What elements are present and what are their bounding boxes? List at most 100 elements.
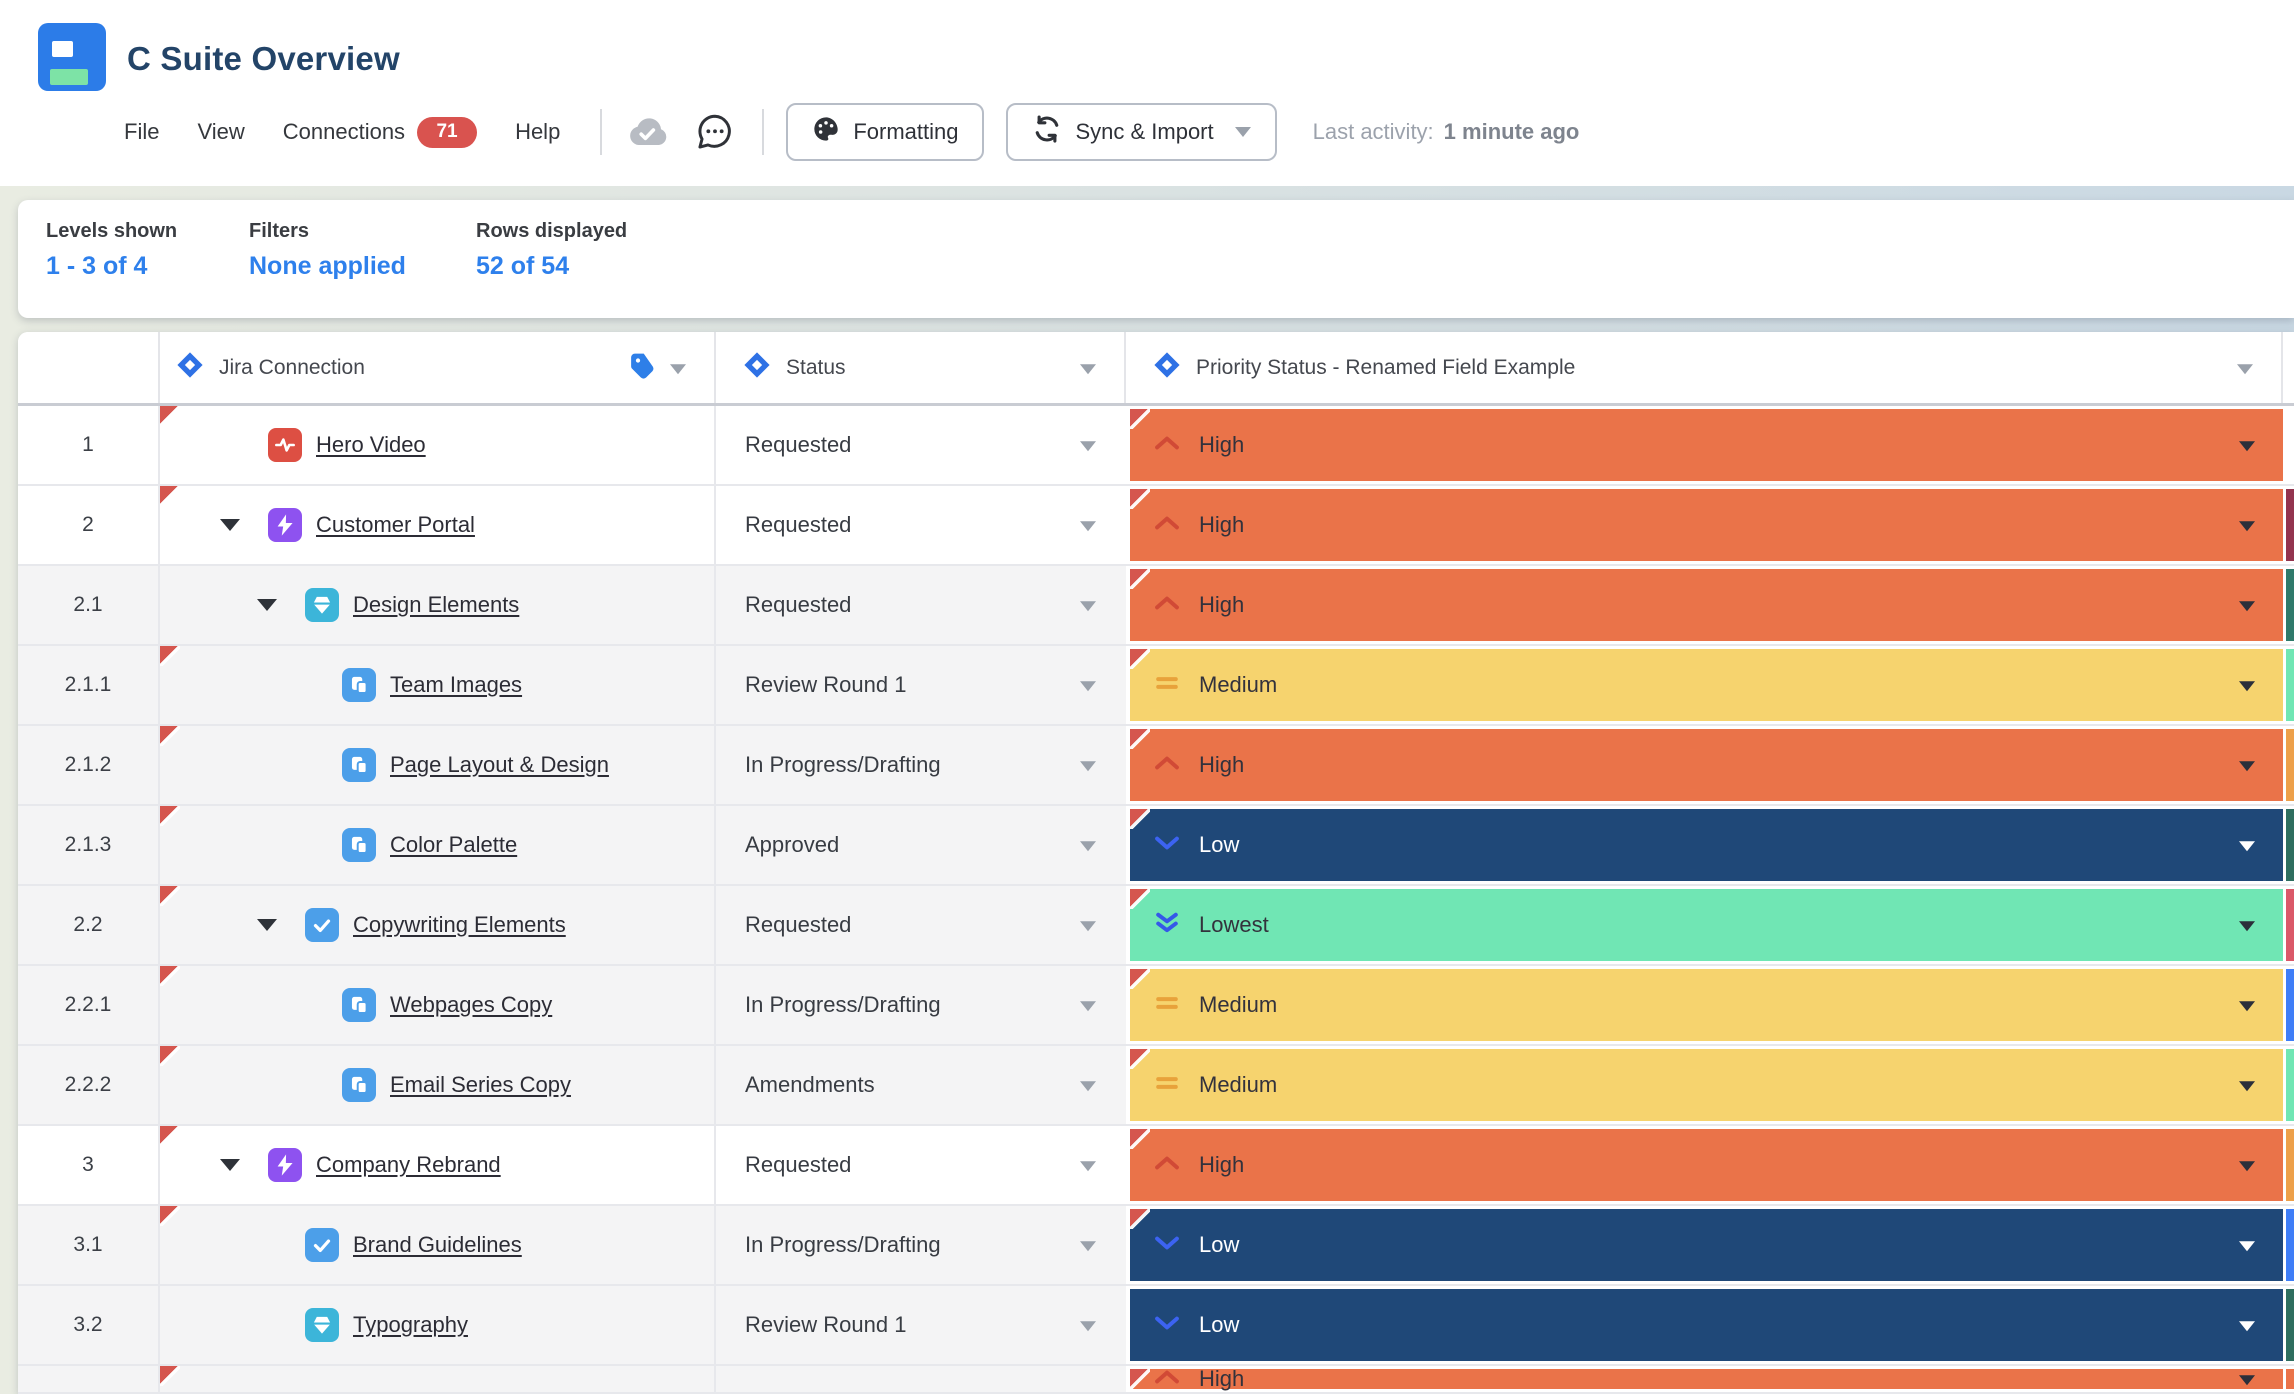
task-name-cell[interactable] <box>160 1366 716 1394</box>
menu-connections[interactable]: Connections 71 <box>283 117 477 148</box>
formatting-button[interactable]: Formatting <box>786 103 984 161</box>
chat-icon[interactable] <box>694 111 736 153</box>
row-number-cell[interactable]: 3.2 <box>18 1286 160 1366</box>
status-cell[interactable]: Requested <box>716 1126 1126 1206</box>
task-name-cell[interactable]: Color Palette <box>160 806 716 886</box>
status-cell[interactable]: Review Round 1 <box>716 646 1126 726</box>
task-name-cell[interactable]: Webpages Copy <box>160 966 716 1046</box>
expand-caret-icon[interactable] <box>257 599 277 611</box>
column-header-jira-connection[interactable]: Jira Connection <box>160 332 716 403</box>
row-number-cell[interactable]: 2.1.2 <box>18 726 160 806</box>
task-link[interactable]: Company Rebrand <box>316 1152 501 1178</box>
next-column-edge-cell <box>2283 486 2294 566</box>
priority-cell[interactable]: Lowest <box>1126 886 2283 966</box>
priority-cell[interactable]: High <box>1126 566 2283 646</box>
column-header-status[interactable]: Status <box>716 332 1126 403</box>
task-link[interactable]: Webpages Copy <box>390 992 552 1018</box>
row-number-cell[interactable]: 2.2 <box>18 886 160 966</box>
chevron-up-icon <box>1151 512 1183 539</box>
status-cell[interactable]: In Progress/Drafting <box>716 726 1126 806</box>
sync-import-button[interactable]: Sync & Import <box>1006 103 1276 161</box>
task-link[interactable]: Brand Guidelines <box>353 1232 522 1258</box>
next-column-edge-cell <box>2283 806 2294 886</box>
rows-displayed-value[interactable]: 52 of 54 <box>476 252 569 281</box>
filters-value[interactable]: None applied <box>249 252 406 281</box>
column-menu-caret-icon[interactable] <box>2237 364 2253 374</box>
column-header-priority[interactable]: Priority Status - Renamed Field Example <box>1126 332 2283 403</box>
priority-cell[interactable]: Low <box>1126 1286 2283 1366</box>
task-link[interactable]: Customer Portal <box>316 512 475 538</box>
row-number-cell[interactable]: 3.1 <box>18 1206 160 1286</box>
priority-cell[interactable]: Medium <box>1126 646 2283 726</box>
status-cell[interactable]: Requested <box>716 406 1126 486</box>
task-link[interactable]: Typography <box>353 1312 468 1338</box>
data-table: Jira Connection Status Priority Status -… <box>18 332 2294 1394</box>
status-cell[interactable]: In Progress/Drafting <box>716 1206 1126 1286</box>
levels-shown-value[interactable]: 1 - 3 of 4 <box>46 252 147 281</box>
summary-label: Filters <box>249 220 309 243</box>
menu-file[interactable]: File <box>124 119 159 145</box>
status-cell[interactable]: Approved <box>716 806 1126 886</box>
row-number-cell[interactable] <box>18 1366 160 1394</box>
task-name-cell[interactable]: Page Layout & Design <box>160 726 716 806</box>
priority-value: Low <box>1199 1232 1239 1258</box>
last-activity: Last activity: 1 minute ago <box>1313 119 1580 145</box>
status-cell[interactable]: In Progress/Drafting <box>716 966 1126 1046</box>
expand-caret-icon[interactable] <box>220 519 240 531</box>
task-link[interactable]: Page Layout & Design <box>390 752 609 778</box>
dropdown-caret-icon <box>1080 1161 1096 1171</box>
priority-cell[interactable]: Low <box>1126 1206 2283 1286</box>
chevron-down-icon <box>1151 1312 1183 1339</box>
sync-flag-icon <box>160 1126 180 1146</box>
priority-cell[interactable]: High <box>1126 1126 2283 1206</box>
sync-flag-icon <box>160 1046 180 1066</box>
status-cell[interactable]: Requested <box>716 566 1126 646</box>
priority-cell[interactable]: High <box>1126 486 2283 566</box>
task-name-cell[interactable]: Customer Portal <box>160 486 716 566</box>
priority-cell[interactable]: High <box>1126 1366 2283 1394</box>
priority-cell[interactable]: High <box>1126 406 2283 486</box>
status-cell[interactable]: Requested <box>716 486 1126 566</box>
task-name-cell[interactable]: Copywriting Elements <box>160 886 716 966</box>
row-number-cell[interactable]: 2.1 <box>18 566 160 646</box>
column-menu-caret-icon[interactable] <box>1080 364 1096 374</box>
priority-cell[interactable]: Low <box>1126 806 2283 886</box>
menu-view[interactable]: View <box>197 119 244 145</box>
status-cell[interactable]: Review Round 1 <box>716 1286 1126 1366</box>
tag-icon[interactable] <box>628 350 658 385</box>
task-link[interactable]: Team Images <box>390 672 522 698</box>
priority-cell[interactable]: Medium <box>1126 966 2283 1046</box>
row-number-cell[interactable]: 1 <box>18 406 160 486</box>
chevron-down-icon <box>1235 127 1251 137</box>
task-name-cell[interactable]: Brand Guidelines <box>160 1206 716 1286</box>
row-number-cell[interactable]: 2 <box>18 486 160 566</box>
row-number-cell[interactable]: 2.2.1 <box>18 966 160 1046</box>
row-number-cell[interactable]: 3 <box>18 1126 160 1206</box>
expand-caret-icon[interactable] <box>257 919 277 931</box>
stacked-squares-icon <box>342 988 376 1022</box>
row-number-cell[interactable]: 2.1.1 <box>18 646 160 726</box>
task-link[interactable]: Design Elements <box>353 592 519 618</box>
task-link[interactable]: Copywriting Elements <box>353 912 566 938</box>
task-name-cell[interactable]: Design Elements <box>160 566 716 646</box>
sync-flag-icon <box>1130 889 1150 909</box>
task-name-cell[interactable]: Typography <box>160 1286 716 1366</box>
priority-cell[interactable]: Medium <box>1126 1046 2283 1126</box>
status-cell[interactable]: Amendments <box>716 1046 1126 1126</box>
priority-cell[interactable]: High <box>1126 726 2283 806</box>
task-name-cell[interactable]: Email Series Copy <box>160 1046 716 1126</box>
expand-caret-icon[interactable] <box>220 1159 240 1171</box>
status-cell[interactable]: Requested <box>716 886 1126 966</box>
row-number-cell[interactable]: 2.1.3 <box>18 806 160 886</box>
sync-flag-icon <box>160 966 180 986</box>
task-link[interactable]: Email Series Copy <box>390 1072 571 1098</box>
column-menu-caret-icon[interactable] <box>670 364 686 374</box>
task-name-cell[interactable]: Team Images <box>160 646 716 726</box>
task-name-cell[interactable]: Hero Video <box>160 406 716 486</box>
task-link[interactable]: Color Palette <box>390 832 517 858</box>
menu-help[interactable]: Help <box>515 119 560 145</box>
task-link[interactable]: Hero Video <box>316 432 426 458</box>
row-number-cell[interactable]: 2.2.2 <box>18 1046 160 1126</box>
status-cell[interactable] <box>716 1366 1126 1394</box>
task-name-cell[interactable]: Company Rebrand <box>160 1126 716 1206</box>
